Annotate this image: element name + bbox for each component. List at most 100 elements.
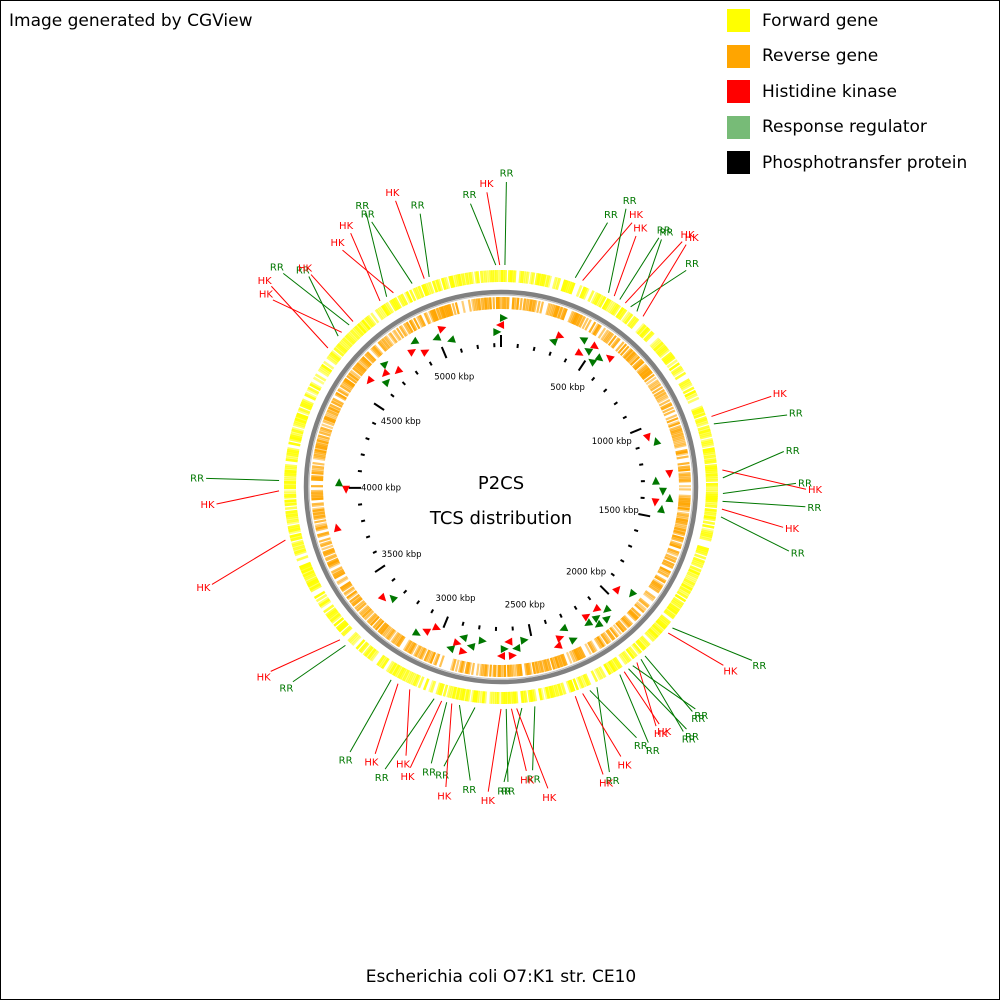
forward-gene xyxy=(557,683,563,696)
reverse-gene xyxy=(321,544,334,551)
forward-gene xyxy=(697,426,711,433)
reverse-gene xyxy=(405,640,414,653)
feature-callout-line xyxy=(589,690,637,739)
forward-gene xyxy=(587,290,595,303)
ruler-major-tick xyxy=(373,402,385,411)
feature-callout-line xyxy=(619,237,660,300)
forward-gene xyxy=(410,673,418,686)
reverse-gene xyxy=(513,664,517,677)
reverse-gene xyxy=(428,310,435,323)
forward-gene xyxy=(385,301,395,314)
reverse-gene xyxy=(312,509,325,514)
forward-gene xyxy=(696,421,709,428)
reverse-gene xyxy=(606,628,616,640)
forward-gene xyxy=(459,273,465,286)
reverse-gene xyxy=(651,386,664,395)
forward-gene xyxy=(285,456,299,461)
feature-callout-line xyxy=(487,708,502,792)
reverse-gene xyxy=(413,317,421,330)
reverse-gene xyxy=(593,324,602,337)
forward-gene xyxy=(703,513,717,518)
reverse-gene xyxy=(514,664,518,677)
forward-gene xyxy=(705,473,718,477)
reverse-gene xyxy=(410,643,418,655)
ruler-minor-tick xyxy=(563,358,568,363)
reverse-gene xyxy=(315,442,328,448)
reverse-gene xyxy=(317,434,330,440)
reverse-gene xyxy=(573,313,581,326)
reverse-gene xyxy=(382,626,392,637)
forward-gene xyxy=(330,614,342,624)
reverse-gene xyxy=(678,476,691,480)
forward-gene xyxy=(319,365,332,375)
ruler-minor-tick xyxy=(548,351,552,356)
hk-label: HK xyxy=(654,729,669,740)
legend-label: Reverse gene xyxy=(762,46,879,66)
forward-gene xyxy=(670,599,683,609)
forward-gene xyxy=(685,393,698,401)
reverse-gene xyxy=(316,439,329,445)
hk-label: HK xyxy=(330,238,345,249)
reverse-gene xyxy=(662,559,675,567)
reverse-gene xyxy=(672,531,686,537)
reverse-gene xyxy=(334,393,347,401)
reverse-gene xyxy=(674,442,687,448)
ruler-minor-tick xyxy=(391,577,396,582)
forward-gene xyxy=(606,661,615,674)
forward-gene xyxy=(298,407,311,414)
feature-callout-line xyxy=(630,269,687,308)
forward-gene xyxy=(290,430,304,437)
reverse-gene xyxy=(597,635,607,647)
rr-marker xyxy=(568,637,578,645)
forward-gene xyxy=(485,270,489,283)
forward-gene xyxy=(392,664,401,677)
rr-marker xyxy=(520,636,529,645)
hk-marker xyxy=(581,613,591,622)
forward-gene xyxy=(654,621,666,632)
ruler-minor-tick xyxy=(559,613,563,618)
forward-gene xyxy=(555,277,562,291)
rr-marker xyxy=(659,487,667,496)
forward-gene xyxy=(651,623,663,634)
reverse-gene xyxy=(671,537,684,543)
forward-gene xyxy=(577,676,585,689)
reverse-gene xyxy=(423,649,431,662)
forward-gene xyxy=(395,666,404,678)
ruler-minor-tick xyxy=(372,550,378,554)
reverse-gene xyxy=(417,315,425,328)
forward-gene xyxy=(351,328,362,339)
forward-gene xyxy=(705,495,718,499)
forward-gene xyxy=(530,272,536,285)
reverse-gene xyxy=(339,384,352,393)
reverse-gene xyxy=(405,321,414,334)
reverse-gene xyxy=(337,577,349,586)
reverse-gene xyxy=(340,383,352,392)
reverse-gene xyxy=(466,661,471,675)
reverse-gene xyxy=(342,380,354,390)
reverse-gene xyxy=(485,297,489,310)
reverse-gene xyxy=(633,359,644,370)
forward-gene xyxy=(457,687,463,701)
reverse-gene xyxy=(373,619,384,630)
reverse-gene xyxy=(548,303,554,316)
reverse-gene xyxy=(602,631,612,643)
reverse-gene xyxy=(313,516,326,521)
reverse-gene xyxy=(311,470,324,474)
forward-gene xyxy=(442,277,449,290)
forward-gene xyxy=(656,345,668,356)
rr-marker xyxy=(549,338,558,346)
reverse-gene xyxy=(484,297,488,310)
reverse-gene xyxy=(673,440,686,446)
ruler-minor-tick xyxy=(360,453,365,457)
reverse-gene xyxy=(511,297,515,310)
feature-callout-line xyxy=(419,213,430,278)
forward-gene xyxy=(590,291,599,304)
reverse-gene xyxy=(324,414,337,421)
reverse-gene xyxy=(319,428,332,434)
reverse-gene xyxy=(317,435,330,442)
reverse-gene xyxy=(678,499,691,503)
reverse-gene xyxy=(574,313,582,326)
forward-gene xyxy=(422,678,430,691)
forward-gene xyxy=(575,284,583,298)
reverse-gene xyxy=(446,304,453,317)
